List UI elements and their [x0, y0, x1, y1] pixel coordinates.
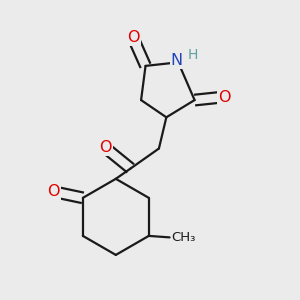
Text: O: O	[128, 30, 140, 45]
Text: O: O	[218, 90, 231, 105]
Text: O: O	[47, 184, 59, 200]
Text: H: H	[187, 48, 198, 62]
Text: N: N	[171, 53, 183, 68]
Text: CH₃: CH₃	[171, 231, 195, 244]
Text: O: O	[99, 140, 112, 155]
